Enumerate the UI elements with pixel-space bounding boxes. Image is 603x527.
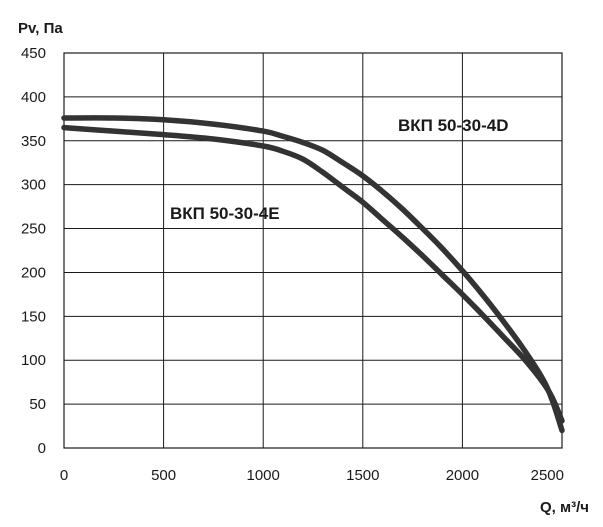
x-axis-title: Q, м³/ч (540, 499, 589, 516)
series-label-4d: ВКП 50-30-4D (398, 116, 508, 135)
series-label-4e: ВКП 50-30-4E (170, 204, 280, 223)
y-tick-label: 150 (21, 308, 46, 325)
x-tick-label: 2500 (531, 467, 564, 484)
curves (61, 115, 565, 434)
y-tick-label: 200 (21, 264, 46, 281)
y-axis-title: Pv, Па (18, 20, 63, 37)
curve-4d (61, 115, 565, 434)
x-tick-label: 1000 (247, 467, 280, 484)
plot-frame (63, 52, 563, 449)
y-tick-label: 0 (38, 440, 46, 457)
x-tick-label: 500 (151, 467, 176, 484)
curve-4e (61, 124, 565, 424)
x-tick-labels: 0 500 1000 1500 2000 2500 (60, 467, 564, 484)
x-tick-label: 1500 (346, 467, 379, 484)
y-tick-labels: 0 50 100 150 200 250 300 350 400 450 (21, 45, 46, 457)
y-tick-label: 250 (21, 221, 46, 238)
grid (63, 52, 563, 449)
y-tick-label: 50 (29, 396, 46, 413)
y-tick-label: 450 (21, 45, 46, 62)
x-tick-label: 0 (60, 467, 68, 484)
y-tick-label: 100 (21, 352, 46, 369)
y-tick-label: 300 (21, 177, 46, 194)
y-tick-label: 400 (21, 89, 46, 106)
y-tick-label: 350 (21, 133, 46, 150)
x-tick-label: 2000 (446, 467, 479, 484)
